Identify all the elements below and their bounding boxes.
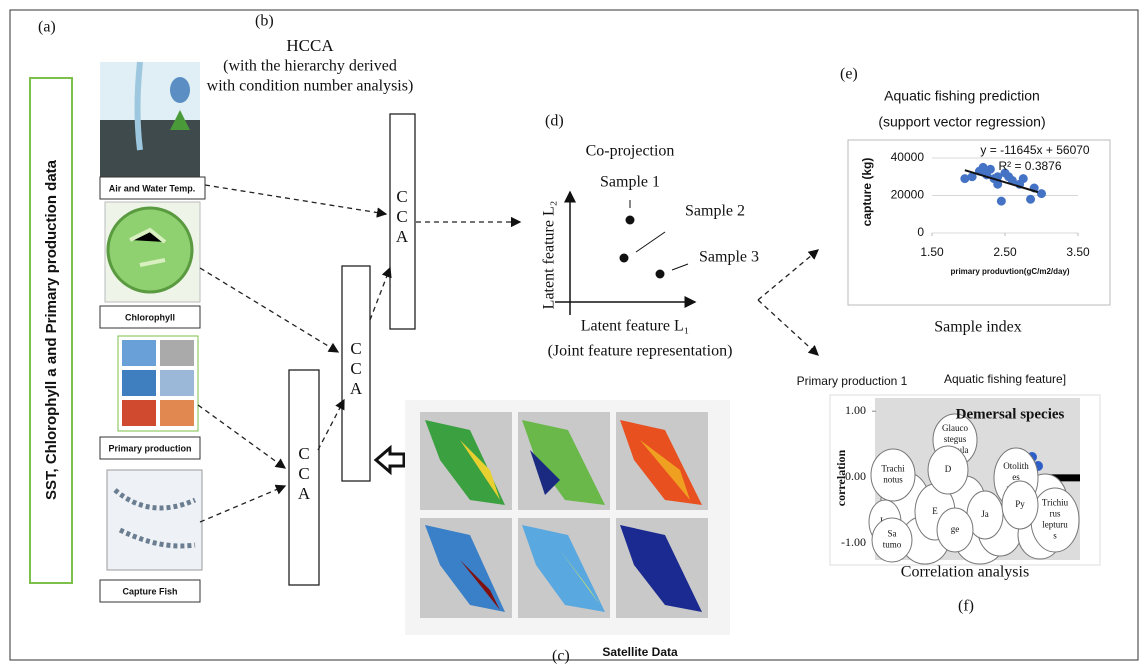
sample-label: Sample 3 [699,249,759,266]
x-tick-label: 2.50 [993,245,1017,259]
correlation-left-label: Primary production 1 [797,374,908,388]
bubble-label: Trichiu [1042,498,1069,508]
side-box [29,77,73,584]
hcca-subtitle: (with the hierarchy derived [223,58,397,75]
point [1026,194,1036,204]
panel-label: (c) [552,648,570,665]
correlation-title: Demersal species [956,406,1065,422]
cca-letter: A [298,484,311,503]
cca-letter: C [298,464,309,483]
correlation-right-label: Aquatic fishing feature] [944,372,1066,386]
trend-line [964,169,1039,194]
bubble-label: Otolith [1003,461,1029,471]
point [993,179,1003,189]
bubble-label: Sa [888,529,897,539]
bubble-label: ge [951,524,960,534]
bubble-label: Ja [981,509,989,519]
bubble-label: lepturu [1042,520,1068,530]
panel-label: (f) [958,598,974,615]
cca-letter: C [350,339,361,358]
input-label: Chlorophyll [125,312,175,322]
y-axis-label: capture (kg) [860,158,874,227]
input-label: Air and Water Temp. [109,183,196,193]
input-label: Primary production [108,443,191,453]
zero-bar [1040,474,1080,482]
chart-frame [847,139,1111,306]
equation: y = -11645x + 56070 [980,143,1090,157]
samples [619,200,689,279]
satellite-image [405,400,730,635]
panel-label: (a) [38,19,56,36]
co-projection-title: Co-projection [586,143,675,160]
y-tick-label: 20000 [891,188,925,202]
panel-label: (b) [255,13,274,30]
bubble [1001,480,1039,530]
sample-label: Sample 1 [600,174,660,191]
cca-letter: C [396,207,407,226]
x-tick-label: 1.50 [920,245,944,259]
bubble-label: Py [1015,499,1025,509]
frame [9,9,1139,661]
input-label: Capture Fish [122,586,177,596]
r-squared: R² = 0.3876 [998,159,1061,173]
bubble [871,517,913,563]
co-projection-caption: (Joint feature representation) [548,343,733,360]
axis-label: Latent feature L₂ [541,201,558,310]
bubble-label: rus [1050,509,1061,519]
point [985,164,995,174]
bubble-label: es [1012,472,1020,482]
point [1018,174,1028,184]
input-images [100,61,203,571]
point [960,174,970,184]
point [967,172,977,182]
bubble-label: E [932,506,938,516]
bubble [927,445,969,495]
panel-label: (e) [840,66,858,83]
correlation-caption: Correlation analysis [901,564,1029,581]
bubble-label: Glauco [942,423,968,433]
arrows [197,184,819,523]
y-tick-label: 0.00 [845,469,866,483]
side-label: SST, Chlorophyll a and Primary productio… [43,159,60,500]
prediction-subtitle: (support vector regression) [878,114,1045,130]
prediction-title: Aquatic fishing prediction [884,88,1040,104]
x-tick-label: 3.50 [1066,245,1090,259]
bubble [936,507,974,553]
cca-boxes [288,113,416,586]
bubble-label: stegus [944,434,967,444]
bubble-label: Trachi [881,464,905,474]
point [1037,189,1046,199]
cca-letter: C [396,187,407,206]
panel-label: (d) [545,113,564,130]
cca-letter: A [396,227,409,246]
point [978,162,988,172]
cca-letter: A [350,379,363,398]
input-label-boxes [99,176,206,603]
y-tick-label: 40000 [891,150,925,164]
y-tick-label: -1.00 [841,535,866,549]
x-axis-label: primary produvtion(gC/m2/day) [950,267,1069,276]
bubble [870,448,916,502]
prediction-caption: Sample index [934,319,1022,336]
y-axis-label: correlation [834,449,848,506]
bubble-label: notus [883,475,903,485]
bubble-label: s [1053,531,1057,541]
cca-letter: C [298,444,309,463]
point [996,196,1006,206]
sample-label: Sample 2 [685,203,745,220]
y-tick-label: 0 [917,225,924,239]
y-tick-label: 1.00 [845,403,866,417]
hcca-subtitle: with condition number analysis) [207,78,414,95]
bubble-label: tumo [883,540,902,550]
axis-label: Latent feature L₁ [581,318,690,335]
cca-letter: C [350,359,361,378]
hcca-title: HCCA [286,36,334,55]
bubble-label: D [945,464,952,474]
satellite-caption: Satellite Data [602,645,678,659]
